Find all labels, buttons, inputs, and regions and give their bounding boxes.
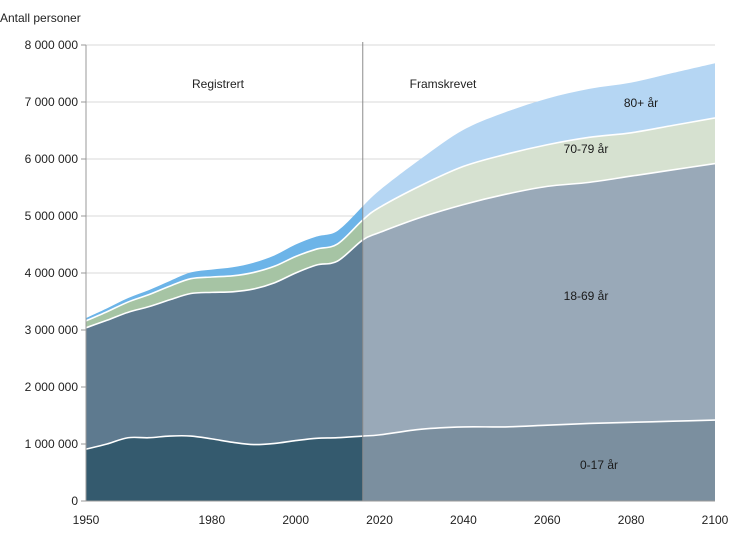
y-tick-label: 3 000 000 xyxy=(25,323,79,337)
separator-lines xyxy=(85,42,716,501)
boundary-line-18-69-r xyxy=(85,162,716,329)
area-0-17-r-registered xyxy=(86,435,363,501)
axes: 0 1 000 000 2 000 000 3 000 000 4 000 000 5 0… xyxy=(25,38,729,527)
area-70-79-r-projected xyxy=(362,117,715,240)
area-0-17-r-projected xyxy=(362,420,715,501)
period-label-registered: Registrert xyxy=(192,77,245,91)
y-tick-label: 8 000 000 xyxy=(25,38,79,52)
x-tick-label: 2040 xyxy=(450,513,477,527)
y-tick-label: 6 000 000 xyxy=(25,152,79,166)
boundary-line-70-79-r xyxy=(85,117,716,322)
y-tick-label: 0 xyxy=(71,494,78,508)
x-tick-label: 2060 xyxy=(534,513,561,527)
y-tick-label: 4 000 000 xyxy=(25,266,79,280)
area-18-69-r-registered xyxy=(86,239,363,450)
x-tick-label: 2080 xyxy=(618,513,645,527)
y-tick-label: 1 000 000 xyxy=(25,437,79,451)
area-80-r-projected xyxy=(362,63,715,220)
x-tick-label: 1980 xyxy=(198,513,225,527)
x-tick-label: 2100 xyxy=(702,513,729,527)
x-tick-label: 1950 xyxy=(73,513,100,527)
x-tick-label: 2020 xyxy=(366,513,393,527)
y-tick-label: 7 000 000 xyxy=(25,95,79,109)
y-axis-title: Antall personer xyxy=(0,11,81,25)
series-label-18-69: 18-69 år xyxy=(564,289,609,303)
area-70-79-r-registered xyxy=(86,219,363,328)
x-tick-label: 2000 xyxy=(282,513,309,527)
areas xyxy=(86,63,715,501)
y-tick-label: 5 000 000 xyxy=(25,209,79,223)
area-18-69-r-projected xyxy=(362,163,715,437)
series-label-0-17: 0-17 år xyxy=(580,458,618,472)
series-label-80plus: 80+ år xyxy=(624,96,658,110)
series-label-70-79: 70-79 år xyxy=(564,142,609,156)
period-label-projected: Framskrevet xyxy=(410,77,477,91)
y-tick-label: 2 000 000 xyxy=(25,380,79,394)
boundary-line-0-17-r xyxy=(85,419,716,450)
